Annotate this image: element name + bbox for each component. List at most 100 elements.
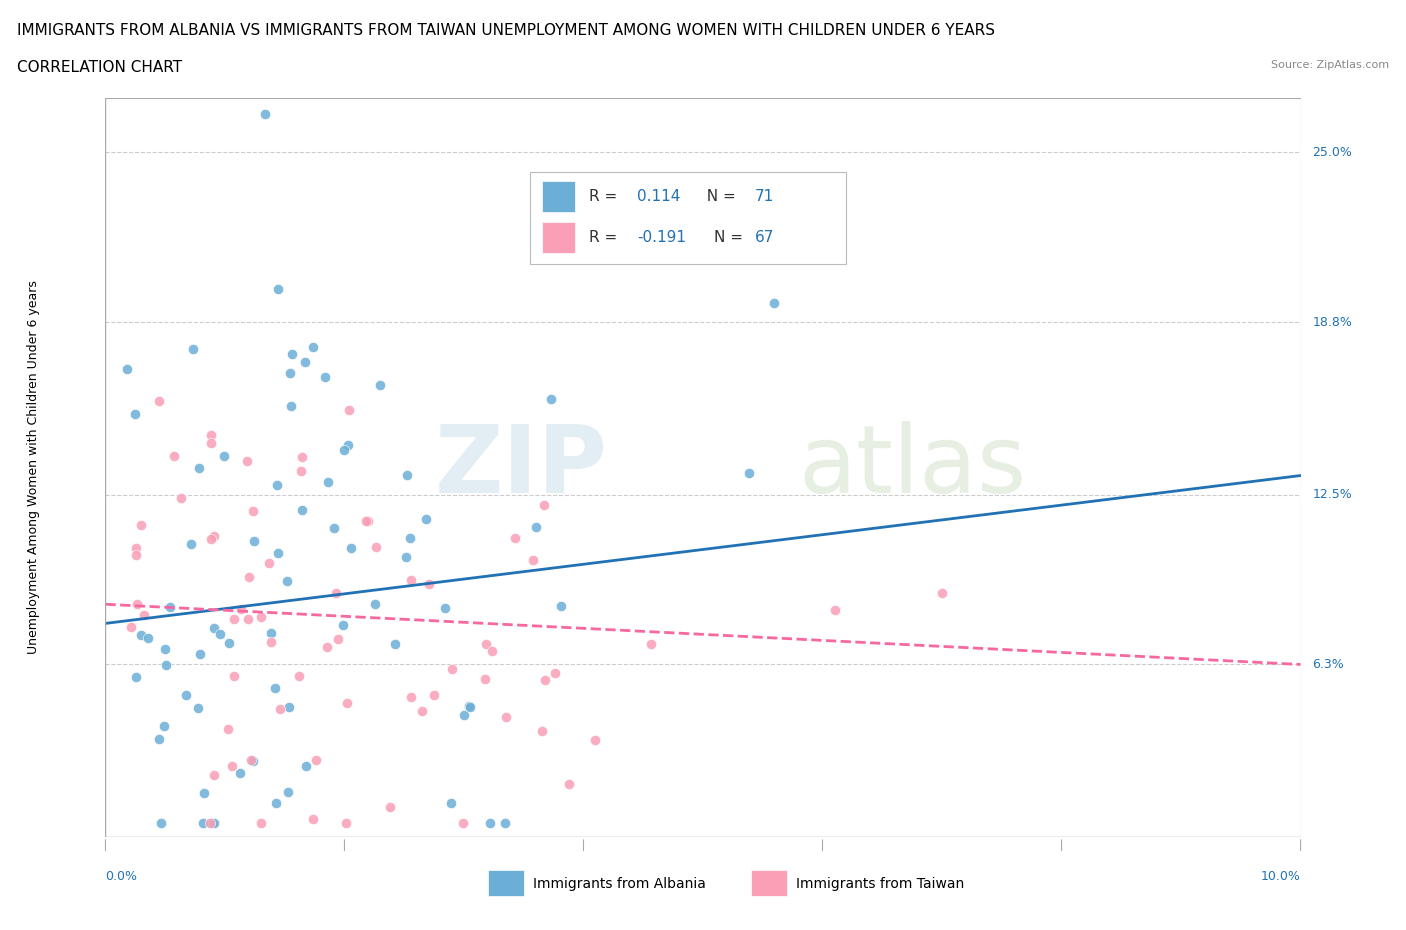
Point — [399, 690, 422, 705]
Point — [478, 816, 501, 830]
Point — [453, 708, 475, 723]
Text: Unemployment Among Women with Children Under 6 years: Unemployment Among Women with Children U… — [27, 280, 41, 655]
Text: 67: 67 — [755, 230, 773, 245]
Text: 10.0%: 10.0% — [1261, 870, 1301, 883]
Point — [202, 816, 225, 830]
Point — [364, 597, 387, 612]
Point — [354, 514, 377, 529]
Point — [277, 785, 299, 800]
Point — [415, 512, 437, 526]
Point — [315, 639, 337, 654]
Point — [640, 637, 662, 652]
Point — [384, 637, 406, 652]
Point — [193, 786, 215, 801]
Point — [304, 753, 326, 768]
Point — [294, 354, 316, 369]
Point — [357, 514, 380, 529]
Point — [200, 428, 222, 443]
Point — [433, 601, 456, 616]
Point — [423, 687, 446, 702]
Point — [228, 765, 250, 780]
Text: IMMIGRANTS FROM ALBANIA VS IMMIGRANTS FROM TAIWAN UNEMPLOYMENT AMONG WOMEN WITH : IMMIGRANTS FROM ALBANIA VS IMMIGRANTS FR… — [17, 23, 995, 38]
Point — [451, 816, 474, 830]
Point — [125, 548, 148, 563]
Point — [337, 402, 360, 417]
Point — [242, 503, 264, 518]
Text: 0.114: 0.114 — [637, 189, 681, 205]
Text: ZIP: ZIP — [434, 421, 607, 513]
Point — [202, 620, 225, 635]
Point — [170, 491, 193, 506]
Point — [176, 687, 198, 702]
Point — [217, 722, 239, 737]
Point — [337, 438, 360, 453]
Point — [229, 602, 252, 617]
Point — [544, 665, 567, 680]
Text: 18.8%: 18.8% — [1313, 315, 1353, 328]
Point — [200, 436, 222, 451]
Point — [332, 618, 354, 632]
Point — [150, 816, 173, 830]
Point — [380, 800, 402, 815]
Point — [533, 498, 555, 512]
Text: Immigrants from Albania: Immigrants from Albania — [533, 877, 706, 891]
Point — [163, 448, 186, 463]
FancyBboxPatch shape — [751, 870, 787, 897]
Point — [180, 537, 202, 551]
Point — [222, 611, 245, 626]
Point — [280, 365, 302, 380]
Point — [249, 816, 271, 830]
Point — [269, 702, 291, 717]
Text: N =: N = — [714, 230, 748, 245]
Point — [558, 777, 581, 791]
Point — [198, 816, 221, 830]
Point — [155, 642, 177, 657]
Point — [127, 596, 149, 611]
Point — [524, 520, 547, 535]
Point — [534, 673, 557, 688]
Text: N =: N = — [697, 189, 741, 205]
Point — [364, 539, 387, 554]
Point — [115, 362, 138, 377]
Point — [250, 609, 273, 624]
Point — [148, 732, 170, 747]
Point — [155, 658, 177, 673]
Text: 12.5%: 12.5% — [1313, 488, 1353, 501]
Point — [396, 467, 419, 482]
Point — [267, 282, 290, 297]
Text: 25.0%: 25.0% — [1313, 146, 1353, 159]
Point — [187, 701, 209, 716]
Text: Source: ZipAtlas.com: Source: ZipAtlas.com — [1271, 60, 1389, 71]
FancyBboxPatch shape — [541, 181, 575, 212]
Point — [202, 767, 225, 782]
Point — [280, 398, 302, 413]
Point — [253, 106, 276, 121]
Point — [295, 759, 318, 774]
Point — [208, 627, 231, 642]
Point — [266, 477, 288, 492]
Point — [236, 454, 259, 469]
Point — [124, 407, 146, 422]
Point — [318, 474, 340, 489]
Text: CORRELATION CHART: CORRELATION CHART — [17, 60, 181, 75]
Text: 6.3%: 6.3% — [1313, 658, 1344, 671]
Text: 71: 71 — [755, 189, 773, 205]
Point — [401, 573, 423, 588]
Point — [148, 393, 170, 408]
Point — [494, 816, 516, 830]
Point — [200, 531, 222, 546]
Point — [475, 637, 498, 652]
Point — [290, 463, 312, 478]
Point — [399, 530, 422, 545]
Point — [302, 339, 325, 354]
Point — [129, 517, 152, 532]
Point — [418, 577, 440, 591]
Point — [474, 671, 496, 686]
Point — [824, 603, 846, 618]
FancyBboxPatch shape — [530, 171, 846, 264]
Point — [276, 574, 298, 589]
Point — [132, 608, 155, 623]
Point — [222, 669, 245, 684]
FancyBboxPatch shape — [488, 870, 524, 897]
Point — [333, 443, 356, 458]
